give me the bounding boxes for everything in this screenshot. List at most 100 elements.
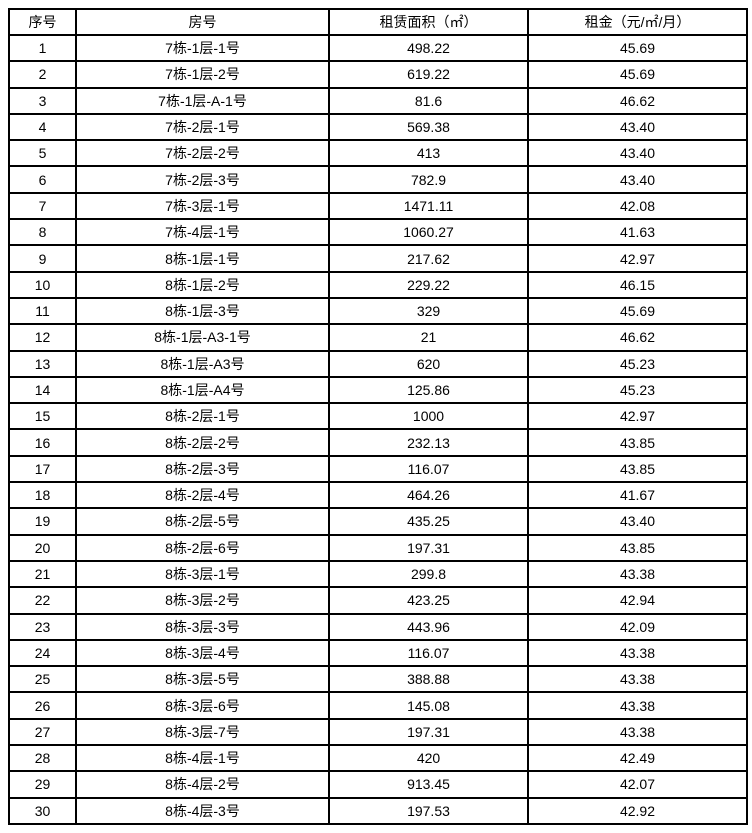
table-cell-index: 16 bbox=[8, 428, 77, 457]
table-cell-rent: 41.67 bbox=[527, 481, 748, 510]
table-cell-index: 13 bbox=[8, 349, 77, 378]
table-cell-rent: 46.62 bbox=[527, 323, 748, 352]
table-cell-index: 5 bbox=[8, 139, 77, 168]
table-cell-rent: 42.94 bbox=[527, 586, 748, 615]
table-row: 6 7栋-2层-3号 782.9 43.40 bbox=[8, 165, 748, 194]
table-row: 27 8栋-3层-7号 197.31 43.38 bbox=[8, 717, 748, 747]
table-cell-area: 1000 bbox=[328, 402, 529, 431]
table-cell-area: 435.25 bbox=[328, 507, 529, 536]
table-header: 序号 房号 租赁面积（㎡） 租金（元/㎡/月） bbox=[8, 8, 748, 36]
table-cell-room: 8栋-1层-3号 bbox=[75, 296, 330, 326]
table-row: 20 8栋-2层-6号 197.31 43.85 bbox=[8, 533, 748, 562]
table-cell-room: 8栋-3层-2号 bbox=[75, 586, 330, 615]
table-row: 18 8栋-2层-4号 464.26 41.67 bbox=[8, 481, 748, 510]
table-row: 3 7栋-1层-A-1号 81.6 46.62 bbox=[8, 86, 748, 115]
table-cell-area: 782.9 bbox=[328, 165, 529, 194]
table-cell-rent: 42.97 bbox=[527, 402, 748, 431]
table-row: 21 8栋-3层-1号 299.8 43.38 bbox=[8, 559, 748, 589]
table-cell-rent: 45.69 bbox=[527, 33, 748, 63]
table-cell-index: 15 bbox=[8, 402, 77, 431]
table-cell-index: 22 bbox=[8, 586, 77, 615]
table-cell-index: 27 bbox=[8, 717, 77, 747]
table-cell-index: 14 bbox=[8, 375, 77, 405]
table-row: 8 7栋-4层-1号 1060.27 41.63 bbox=[8, 218, 748, 247]
table-cell-index: 24 bbox=[8, 638, 77, 668]
table-cell-room: 7栋-3层-1号 bbox=[75, 191, 330, 221]
table-cell-rent: 43.38 bbox=[527, 559, 748, 589]
table-cell-index: 8 bbox=[8, 218, 77, 247]
table-cell-index: 2 bbox=[8, 60, 77, 89]
table-cell-area: 21 bbox=[328, 323, 529, 352]
table-cell-room: 8栋-2层-4号 bbox=[75, 481, 330, 510]
table-cell-rent: 43.40 bbox=[527, 507, 748, 536]
table-cell-area: 232.13 bbox=[328, 428, 529, 457]
table-cell-index: 17 bbox=[8, 454, 77, 484]
table-row: 15 8栋-2层-1号 1000 42.97 bbox=[8, 402, 748, 431]
table-cell-rent: 46.15 bbox=[527, 270, 748, 299]
table-cell-area: 498.22 bbox=[328, 33, 529, 63]
header-cell-room: 房号 bbox=[75, 8, 330, 36]
table-cell-area: 116.07 bbox=[328, 638, 529, 668]
table-row: 9 8栋-1层-1号 217.62 42.97 bbox=[8, 244, 748, 273]
table-cell-rent: 43.38 bbox=[527, 691, 748, 720]
table-cell-room: 8栋-2层-6号 bbox=[75, 533, 330, 562]
header-cell-area: 租赁面积（㎡） bbox=[328, 8, 529, 36]
table-cell-index: 21 bbox=[8, 559, 77, 589]
table-cell-room: 8栋-4层-1号 bbox=[75, 744, 330, 773]
table-cell-rent: 43.85 bbox=[527, 533, 748, 562]
header-cell-index: 序号 bbox=[8, 8, 77, 36]
table-cell-index: 30 bbox=[8, 796, 77, 826]
table-row: 13 8栋-1层-A3号 620 45.23 bbox=[8, 349, 748, 378]
table-cell-index: 29 bbox=[8, 770, 77, 799]
table-cell-rent: 43.40 bbox=[527, 165, 748, 194]
table-cell-room: 8栋-1层-A3-1号 bbox=[75, 323, 330, 352]
table-row: 16 8栋-2层-2号 232.13 43.85 bbox=[8, 428, 748, 457]
table-cell-room: 8栋-3层-5号 bbox=[75, 665, 330, 694]
table-cell-room: 8栋-3层-7号 bbox=[75, 717, 330, 747]
table-row: 22 8栋-3层-2号 423.25 42.94 bbox=[8, 586, 748, 615]
table-cell-rent: 45.23 bbox=[527, 375, 748, 405]
table-cell-room: 8栋-4层-2号 bbox=[75, 770, 330, 799]
table-cell-area: 197.53 bbox=[328, 796, 529, 826]
table-cell-room: 8栋-2层-5号 bbox=[75, 507, 330, 536]
table-body: 1 7栋-1层-1号 498.22 45.69 2 7栋-1层-2号 619.22 45.69… bbox=[8, 33, 748, 826]
table-row: 5 7栋-2层-2号 413 43.40 bbox=[8, 139, 748, 168]
table-cell-rent: 43.38 bbox=[527, 638, 748, 668]
table-cell-area: 569.38 bbox=[328, 112, 529, 142]
table-row: 26 8栋-3层-6号 145.08 43.38 bbox=[8, 691, 748, 720]
table-cell-area: 413 bbox=[328, 139, 529, 168]
table-cell-rent: 42.09 bbox=[527, 612, 748, 641]
table-row: 14 8栋-1层-A4号 125.86 45.23 bbox=[8, 375, 748, 405]
table-cell-area: 464.26 bbox=[328, 481, 529, 510]
table-row: 11 8栋-1层-3号 329 45.69 bbox=[8, 296, 748, 326]
table-row: 29 8栋-4层-2号 913.45 42.07 bbox=[8, 770, 748, 799]
table-cell-index: 4 bbox=[8, 112, 77, 142]
table-cell-area: 423.25 bbox=[328, 586, 529, 615]
table-cell-index: 19 bbox=[8, 507, 77, 536]
table-cell-room: 8栋-3层-4号 bbox=[75, 638, 330, 668]
table-cell-area: 81.6 bbox=[328, 86, 529, 115]
table-cell-room: 7栋-1层-A-1号 bbox=[75, 86, 330, 115]
table-cell-room: 8栋-1层-1号 bbox=[75, 244, 330, 273]
table-cell-room: 8栋-3层-6号 bbox=[75, 691, 330, 720]
table-cell-rent: 45.23 bbox=[527, 349, 748, 378]
table-cell-area: 145.08 bbox=[328, 691, 529, 720]
table-cell-area: 1060.27 bbox=[328, 218, 529, 247]
table-cell-room: 7栋-1层-2号 bbox=[75, 60, 330, 89]
table-cell-rent: 43.38 bbox=[527, 717, 748, 747]
table-cell-index: 20 bbox=[8, 533, 77, 562]
table-cell-index: 23 bbox=[8, 612, 77, 641]
table-cell-rent: 42.97 bbox=[527, 244, 748, 273]
table-row: 30 8栋-4层-3号 197.53 42.92 bbox=[8, 796, 748, 826]
table-cell-index: 28 bbox=[8, 744, 77, 773]
table-cell-index: 9 bbox=[8, 244, 77, 273]
table-cell-rent: 45.69 bbox=[527, 60, 748, 89]
table-row: 4 7栋-2层-1号 569.38 43.40 bbox=[8, 112, 748, 142]
table-cell-index: 3 bbox=[8, 86, 77, 115]
table-cell-area: 619.22 bbox=[328, 60, 529, 89]
table-cell-index: 7 bbox=[8, 191, 77, 221]
table-cell-area: 116.07 bbox=[328, 454, 529, 484]
table-cell-area: 420 bbox=[328, 744, 529, 773]
table-row: 23 8栋-3层-3号 443.96 42.09 bbox=[8, 612, 748, 641]
table-cell-index: 26 bbox=[8, 691, 77, 720]
